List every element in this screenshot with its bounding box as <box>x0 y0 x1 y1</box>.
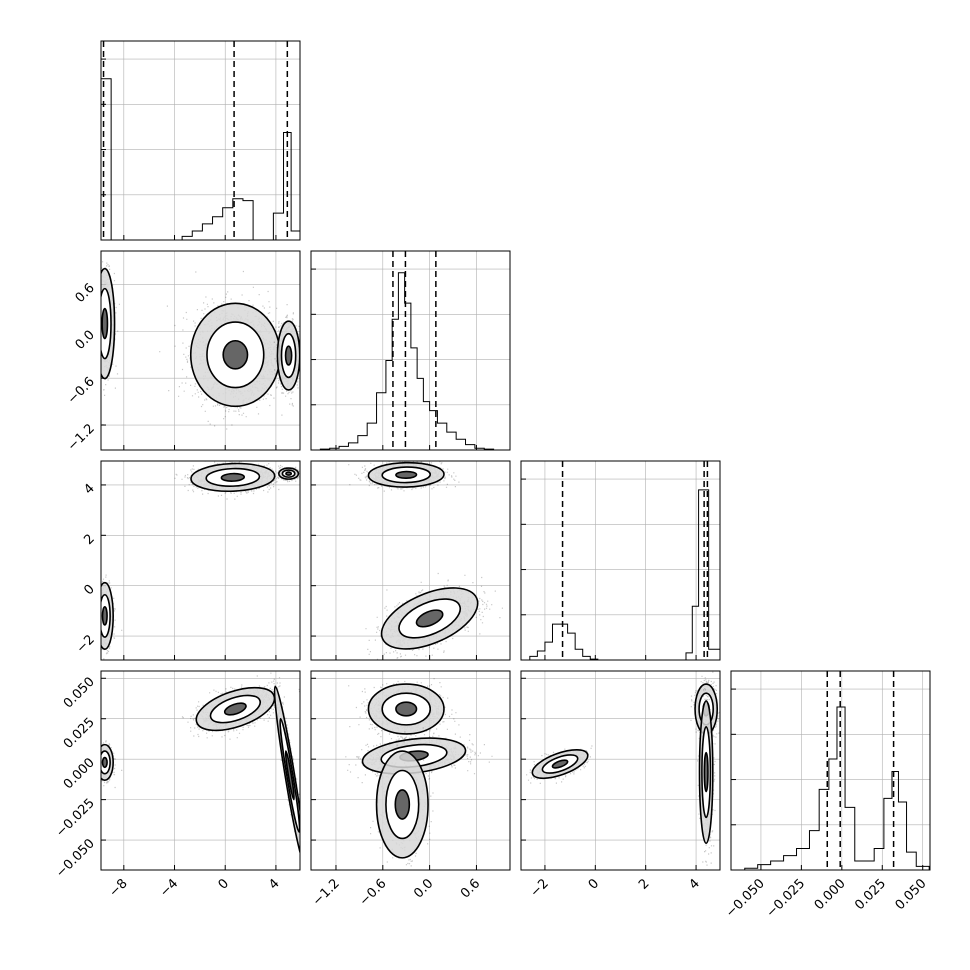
tick-label-y: −0.025 <box>53 796 98 841</box>
histogram-panel-1 <box>310 250 511 451</box>
contour-level-3 <box>284 345 293 366</box>
histogram-panel-3: −0.050−0.025 0.000 0.025 0.050 <box>723 670 931 921</box>
density-panel-3-0-frame <box>100 670 301 871</box>
tick-label-x: 0 <box>586 876 602 892</box>
tick-label-x: −2 <box>528 876 552 900</box>
tick-label-x: −0.6 <box>357 876 390 909</box>
tick-label-x: 0.025 <box>852 876 889 913</box>
contour-level-3 <box>101 606 108 626</box>
tick-label-y: −0.050 <box>53 836 98 881</box>
contour-level-3 <box>395 470 418 479</box>
tick-label-x: 0.000 <box>812 876 849 913</box>
histogram-step <box>521 489 720 660</box>
contour-level-3 <box>703 751 709 793</box>
tick-label-x: 0 <box>216 876 232 892</box>
histogram-step <box>731 706 930 870</box>
tick-label-y: 0.6 <box>73 281 98 306</box>
contour-level-3 <box>415 609 444 628</box>
tick-label-x: 0.6 <box>458 876 483 901</box>
tick-label-x: 4 <box>266 876 282 892</box>
tick-label-y: −1.2 <box>65 421 98 454</box>
tick-label-x: −0.025 <box>764 876 809 921</box>
histogram-panel-1-frame <box>310 250 511 451</box>
histogram-step <box>311 272 510 450</box>
histogram-step <box>101 78 300 240</box>
density-panel-1-0-frame <box>100 250 301 451</box>
density-panel-3-1-frame <box>310 670 511 871</box>
tick-label-x: 4 <box>686 876 702 892</box>
tick-label-y: −0.6 <box>65 374 98 407</box>
tick-label-y: 0.050 <box>61 675 98 712</box>
histogram-panel-0-frame <box>100 40 301 241</box>
contour-level-3 <box>101 307 109 340</box>
tick-label-x: −8 <box>106 876 130 900</box>
histogram-panel-2 <box>520 460 721 661</box>
density-panel-3-2: −2 0 2 4 <box>520 670 721 900</box>
contour-level-3 <box>222 339 249 370</box>
density-panel-3-2-frame <box>520 670 721 871</box>
density-panel-3-1: −1.2 −0.6 0.0 0.6 <box>310 670 511 909</box>
tick-label-y: 2 <box>81 532 97 548</box>
tick-label-x: −4 <box>157 876 181 900</box>
tick-label-y: −2 <box>74 632 98 656</box>
tick-label-x: 0.0 <box>411 876 436 901</box>
tick-label-x: −0.050 <box>723 876 768 921</box>
density-panel-2-1-frame <box>310 460 511 661</box>
tick-label-x: 2 <box>636 876 652 892</box>
contour-level-3 <box>220 472 246 482</box>
contour-level-3 <box>223 702 247 716</box>
density-panel-2-1 <box>310 460 511 661</box>
contour-level-3 <box>395 701 418 717</box>
histogram-panel-2-frame <box>520 460 721 661</box>
density-panel-2-0: −2 0 2 4 <box>74 460 301 661</box>
contour-level-3 <box>394 789 411 820</box>
density-panel-1-0: −1.2 −0.6 0.0 0.6 <box>65 250 301 454</box>
histogram-panel-0 <box>100 40 301 241</box>
tick-label-x: −1.2 <box>310 876 343 909</box>
tick-label-x: 0.050 <box>893 876 930 913</box>
tick-label-y: 0.025 <box>61 715 98 752</box>
tick-label-y: 0 <box>81 582 97 598</box>
tick-label-y: 0.000 <box>61 755 98 792</box>
tick-label-y: 4 <box>81 481 97 497</box>
contour-level-3 <box>285 471 293 476</box>
contour-level-3 <box>551 759 569 769</box>
contour-level-3 <box>284 750 295 801</box>
tick-label-y: 0.0 <box>73 328 98 353</box>
density-panel-2-0-frame <box>100 460 301 661</box>
contour-level-3 <box>101 756 108 769</box>
histogram-panel-3-frame <box>730 670 931 871</box>
